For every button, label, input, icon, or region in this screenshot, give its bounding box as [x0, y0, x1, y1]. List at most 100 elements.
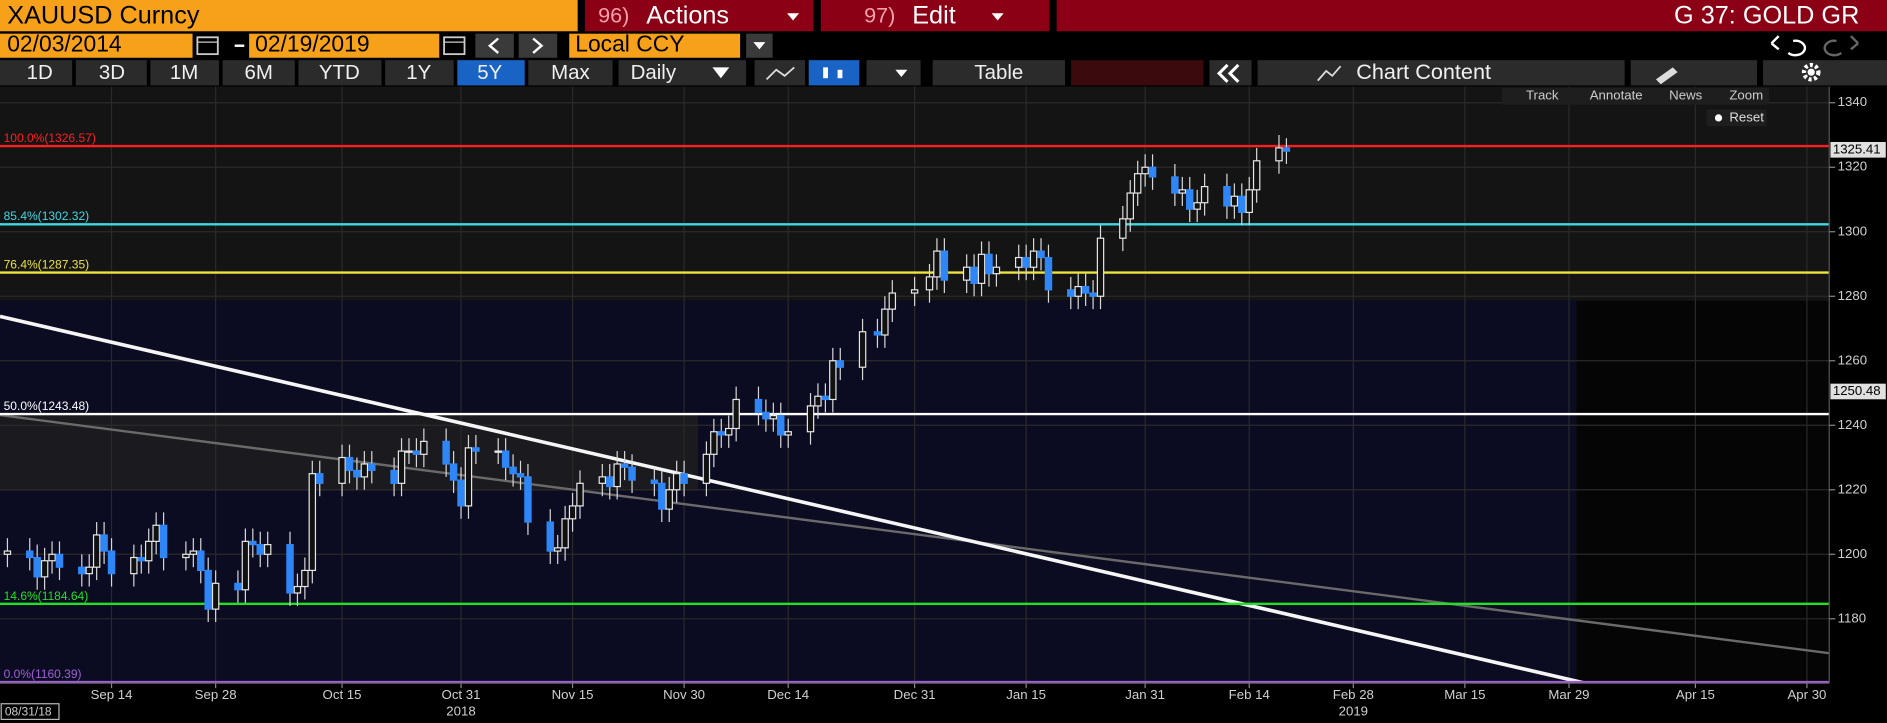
- currency[interactable]: Local CCY: [575, 31, 684, 57]
- redo-icon[interactable]: [1823, 35, 1859, 57]
- period-label[interactable]: YTD: [319, 61, 360, 84]
- candle-body: [360, 463, 369, 478]
- y-tick-label: 1200: [1838, 546, 1867, 561]
- candle-body: [784, 431, 792, 436]
- dropdown-arrow: [753, 42, 766, 50]
- edit-menu[interactable]: [820, 0, 1050, 32]
- candle-body: [1148, 166, 1157, 178]
- reset-button[interactable]: [1706, 109, 1767, 127]
- level-label: 14.6%(1184.64): [4, 589, 89, 603]
- candle-body: [821, 395, 830, 401]
- next-button[interactable]: [518, 33, 558, 58]
- table-button[interactable]: [932, 60, 1066, 86]
- prev-button[interactable]: [475, 33, 514, 58]
- period-button-selected[interactable]: [457, 60, 525, 86]
- candle-body: [293, 585, 302, 594]
- candle-body: [211, 582, 220, 610]
- period-button[interactable]: [528, 60, 613, 86]
- chart-content-button[interactable]: [1257, 60, 1625, 86]
- candle-body: [1171, 176, 1179, 194]
- toolbar: 1D 3D 1M 6M YTD 1Y 5Y Max Daily Table Ch…: [0, 59, 1887, 86]
- tool-label[interactable]: Track: [1526, 88, 1559, 103]
- candle-body: [1282, 147, 1291, 152]
- candle-body: [613, 463, 621, 488]
- actions-menu[interactable]: [584, 0, 814, 32]
- candle-body: [717, 431, 726, 436]
- draw-button[interactable]: [1630, 60, 1758, 86]
- candle-body: [92, 534, 101, 568]
- period-button[interactable]: [222, 60, 295, 86]
- currency-field[interactable]: [569, 33, 741, 58]
- candle-chart-button[interactable]: [808, 60, 860, 86]
- candle-body: [977, 253, 986, 284]
- period-label[interactable]: 1D: [27, 61, 53, 84]
- trend-line: [0, 413, 1830, 655]
- candle-body: [241, 540, 250, 591]
- candle-body: [814, 395, 822, 407]
- candle-body: [204, 569, 212, 610]
- candle-body: [658, 482, 666, 510]
- period-label[interactable]: 1Y: [406, 61, 431, 84]
- tool-label[interactable]: News: [1669, 88, 1702, 103]
- undo-icon[interactable]: [1770, 35, 1807, 57]
- date-field[interactable]: [0, 33, 193, 58]
- tool-label[interactable]: Zoom: [1729, 88, 1763, 103]
- date-field[interactable]: [249, 33, 440, 58]
- calendar-icon[interactable]: [196, 36, 219, 56]
- candle-body: [234, 582, 242, 591]
- x-tick-label: Jan 15: [1006, 687, 1046, 702]
- candle-body: [338, 456, 346, 484]
- menu-label[interactable]: Actions: [646, 2, 729, 30]
- candle-body: [1029, 250, 1038, 268]
- candles: [3, 134, 1291, 623]
- period-label[interactable]: 3D: [99, 61, 125, 84]
- candle-body: [606, 476, 614, 488]
- frequency[interactable]: Daily: [631, 61, 677, 84]
- candle-body: [680, 473, 688, 484]
- period-button[interactable]: [150, 60, 220, 86]
- end-date[interactable]: 02/19/2019: [255, 31, 369, 57]
- candle-body: [78, 566, 86, 575]
- start-date-box: [0, 703, 60, 720]
- menu-label[interactable]: Edit: [912, 2, 956, 30]
- chart-content-label[interactable]: Chart Content: [1356, 59, 1491, 84]
- period-label[interactable]: Max: [551, 61, 590, 84]
- candle-body: [665, 489, 673, 510]
- chart-type-dropdown[interactable]: [866, 60, 921, 86]
- period-button[interactable]: [298, 60, 382, 86]
- axes: 1180 1200 1220 1240 1260 1280 1300 1320 1340 Sep …: [0, 86, 1886, 719]
- period-label[interactable]: 5Y: [477, 61, 502, 84]
- candle-body: [152, 524, 160, 542]
- candle-body: [710, 431, 718, 455]
- security: XAUUSD Curncy: [7, 2, 200, 30]
- y-tick-label: 1180: [1838, 610, 1866, 625]
- candle-body: [546, 521, 554, 552]
- y-tick-label: 1240: [1838, 417, 1867, 432]
- x-tick-label: Oct 15: [323, 687, 362, 702]
- line-icon: [765, 66, 795, 81]
- x-tick-label: Feb 14: [1229, 687, 1270, 702]
- candle-body: [568, 505, 577, 520]
- candle-body: [308, 473, 317, 572]
- period-button[interactable]: [385, 60, 454, 86]
- settings-button[interactable]: [1763, 60, 1887, 86]
- period-button[interactable]: [75, 60, 147, 86]
- period-label[interactable]: 1M: [170, 61, 198, 84]
- calendar-icon[interactable]: [443, 36, 466, 56]
- x-tick-label: Mar 29: [1548, 687, 1589, 702]
- candle-body: [992, 266, 1001, 275]
- reset-label[interactable]: Reset: [1729, 109, 1764, 124]
- candle-body: [457, 479, 465, 507]
- candle-body: [1275, 147, 1283, 162]
- candle-body: [1014, 256, 1023, 268]
- start-date[interactable]: 02/03/2014: [7, 31, 122, 57]
- candle-body: [85, 566, 93, 575]
- tool-label[interactable]: Annotate: [1590, 88, 1643, 103]
- prev-icon: [487, 37, 500, 54]
- candle-body: [970, 266, 978, 284]
- period-label[interactable]: 6M: [245, 61, 273, 84]
- y-tick-label: 1260: [1838, 352, 1867, 367]
- table-label[interactable]: Table: [974, 61, 1023, 84]
- period-button[interactable]: [0, 60, 73, 86]
